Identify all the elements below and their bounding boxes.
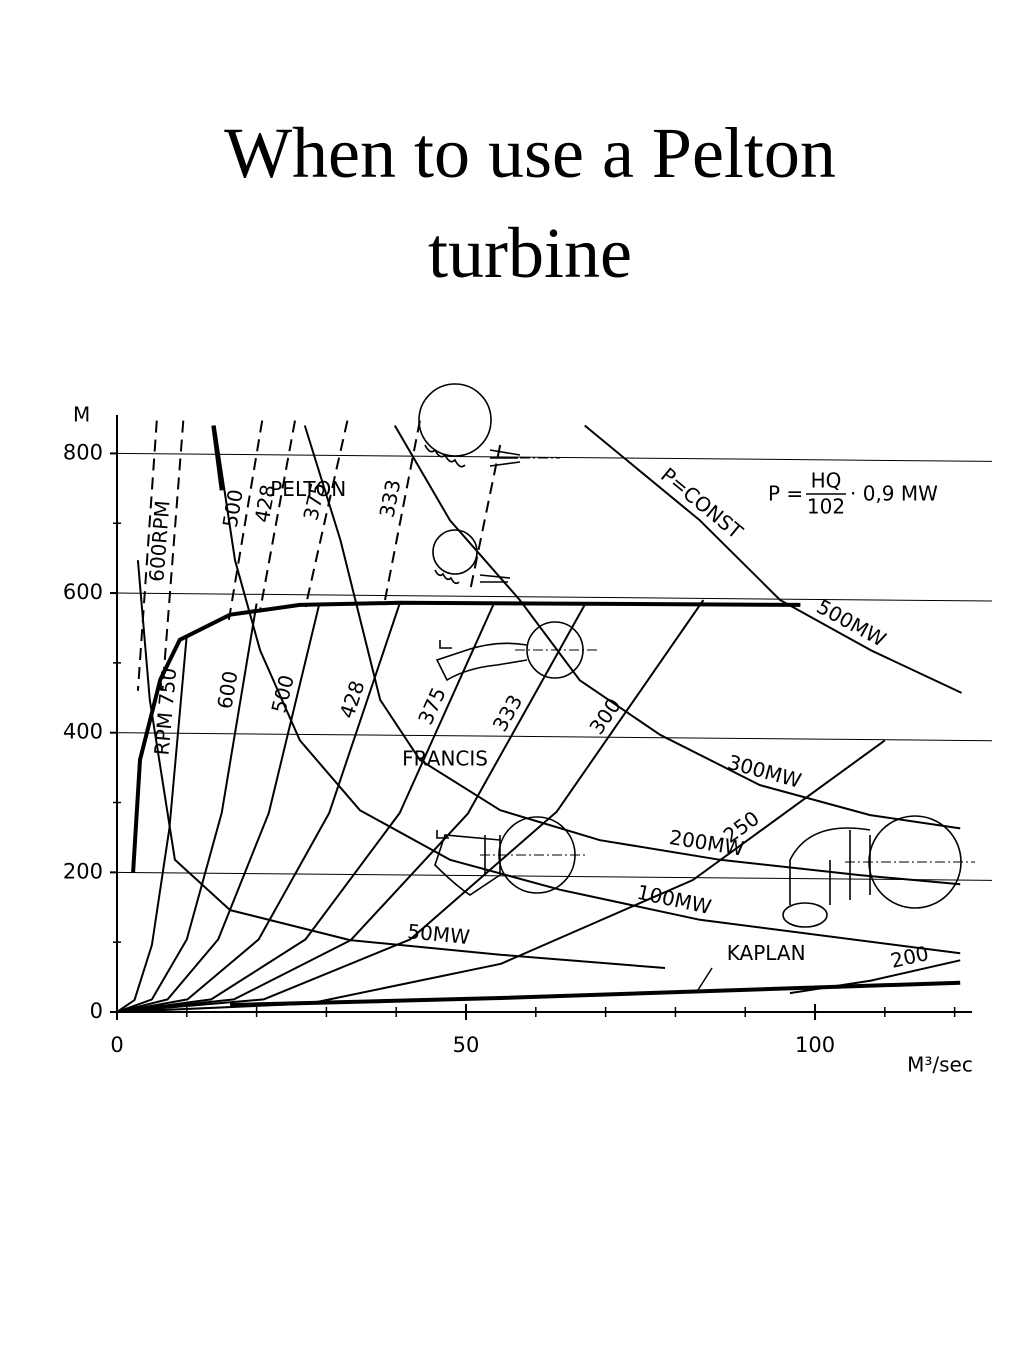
curve <box>584 424 963 694</box>
curve-label: 333 <box>375 478 406 520</box>
y-tick-label: 400 <box>63 720 103 744</box>
y-tick-label: 0 <box>90 999 103 1023</box>
francis-draft <box>435 640 528 682</box>
curve <box>789 959 961 995</box>
turbine-icons <box>418 383 975 928</box>
curve-label: 600RPM <box>144 500 174 583</box>
kaplan-runner <box>782 902 828 928</box>
curve-label: 428 <box>250 482 281 524</box>
y-tick-label: 800 <box>63 440 103 464</box>
y-axis-label: M <box>73 403 90 427</box>
curve <box>161 420 185 691</box>
curve-label: 300 <box>584 694 625 739</box>
curve <box>211 425 224 491</box>
curve <box>116 604 586 1013</box>
pelton-wheel-small <box>432 529 478 575</box>
pelton-buckets <box>424 444 521 468</box>
annotation: KAPLAN <box>727 941 806 965</box>
kaplan-leader <box>697 967 713 991</box>
curve <box>213 425 961 955</box>
curve <box>469 444 502 591</box>
curve-label: 600 <box>213 669 243 711</box>
curve-label: 375 <box>413 684 451 729</box>
formula: P = HQ 102 · 0,9 MW <box>768 469 938 519</box>
grid-line <box>116 452 993 462</box>
curve <box>131 600 801 873</box>
x-tick-label: 50 <box>453 1033 480 1057</box>
curve <box>227 420 264 622</box>
grid-line <box>116 871 993 881</box>
grid-line <box>116 592 993 602</box>
formula-lhs: P = <box>768 482 803 506</box>
curve <box>116 603 258 1013</box>
title: When to use a Pelton turbine <box>224 113 836 293</box>
formula-numerator: HQ <box>811 469 842 493</box>
curve <box>259 420 296 611</box>
curve-label: 333 <box>488 691 528 736</box>
kaplan-draft <box>789 827 871 905</box>
curve-label: 500 <box>218 488 248 530</box>
chart: M M³/sec P = HQ 102 · 0,9 MW 0 200 <box>63 383 993 1077</box>
curve <box>384 420 421 601</box>
x-tick-label: 0 <box>110 1033 123 1057</box>
curve <box>303 425 961 886</box>
y-tick-label: 600 <box>63 580 103 604</box>
formula-rhs: · 0,9 MW <box>850 482 938 506</box>
formula-denominator: 102 <box>807 495 845 519</box>
curve <box>304 420 349 608</box>
curve <box>116 603 321 1013</box>
curve <box>116 599 705 1013</box>
curve-label: 500MW <box>813 594 891 652</box>
grid-line <box>116 732 993 742</box>
curve <box>393 424 961 830</box>
pelton-wheel <box>418 383 492 457</box>
curve-label: 428 <box>335 678 370 722</box>
curve <box>116 603 401 1013</box>
curve <box>136 420 158 691</box>
curve <box>230 980 961 1007</box>
y-tick-label: 200 <box>63 859 103 883</box>
curve <box>116 634 188 1013</box>
x-tick-label: 100 <box>795 1033 835 1057</box>
annotation: FRANCIS <box>402 746 488 770</box>
x-axis-label: M³/sec <box>907 1053 973 1077</box>
curve-note: P=CONST <box>656 463 748 545</box>
curve <box>116 603 495 1013</box>
